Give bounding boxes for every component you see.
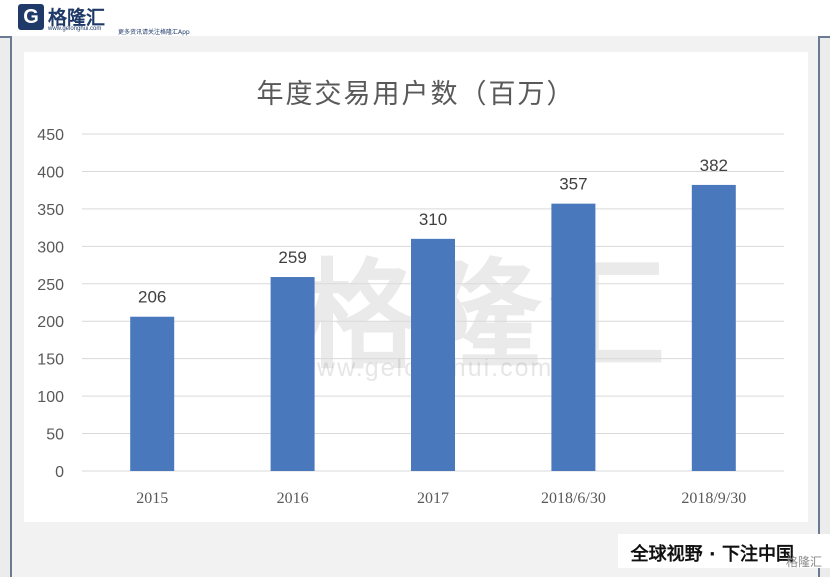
y-tick-label: 0 (55, 464, 64, 481)
bar (270, 277, 315, 471)
data-label: 310 (419, 210, 447, 229)
x-tick-label: 2018/9/30 (681, 490, 746, 507)
y-tick-label: 150 (37, 352, 64, 369)
logo-name: 格隆汇 (48, 7, 106, 29)
y-tick-label: 100 (37, 389, 64, 406)
x-tick-label: 2018/6/30 (541, 490, 606, 507)
y-tick-label: 50 (46, 427, 64, 444)
banner-text: 全球视野 · 下注中国 (630, 544, 794, 565)
data-label: 259 (278, 248, 306, 267)
logo-slogan: 更多资讯请关注格隆汇App (118, 29, 190, 36)
y-tick-label: 400 (37, 164, 64, 181)
x-tick-label: 2017 (417, 490, 449, 507)
data-label: 357 (559, 175, 587, 194)
bar (551, 203, 596, 471)
logo-mark: G (18, 4, 44, 30)
y-tick-label: 200 (37, 314, 64, 331)
data-label: 206 (138, 288, 166, 307)
y-tick-label: 450 (37, 127, 64, 144)
top-strip: G 格隆汇 www.gelonghui.com 更多资讯请关注格隆汇App (0, 0, 830, 38)
chart-title: 年度交易用户数（百万） (256, 79, 576, 110)
y-tick-label: 300 (37, 239, 64, 256)
bar (691, 184, 736, 471)
bar-chart: 0 50 100 150 200 250 300 350 400 450 206 2015 259 201… (37, 127, 784, 507)
corner-watermark: 格隆汇 (785, 555, 822, 569)
x-tick-label: 2016 (277, 490, 309, 507)
bar (411, 238, 455, 471)
logo-domain: www.gelonghui.com (48, 26, 102, 32)
chart-panel: 格隆汇 www.gelonghui.com 年度交易用户数（百万） 050100… (24, 52, 808, 522)
y-tick-label: 350 (37, 202, 64, 219)
bar (130, 316, 175, 471)
watermark-text: 格隆汇 (299, 247, 672, 385)
slogan-banner: 全球视野 · 下注中国 (618, 534, 830, 568)
x-tick-label: 2015 (136, 490, 168, 507)
data-label: 382 (700, 156, 728, 175)
y-tick-label: 250 (37, 277, 64, 294)
